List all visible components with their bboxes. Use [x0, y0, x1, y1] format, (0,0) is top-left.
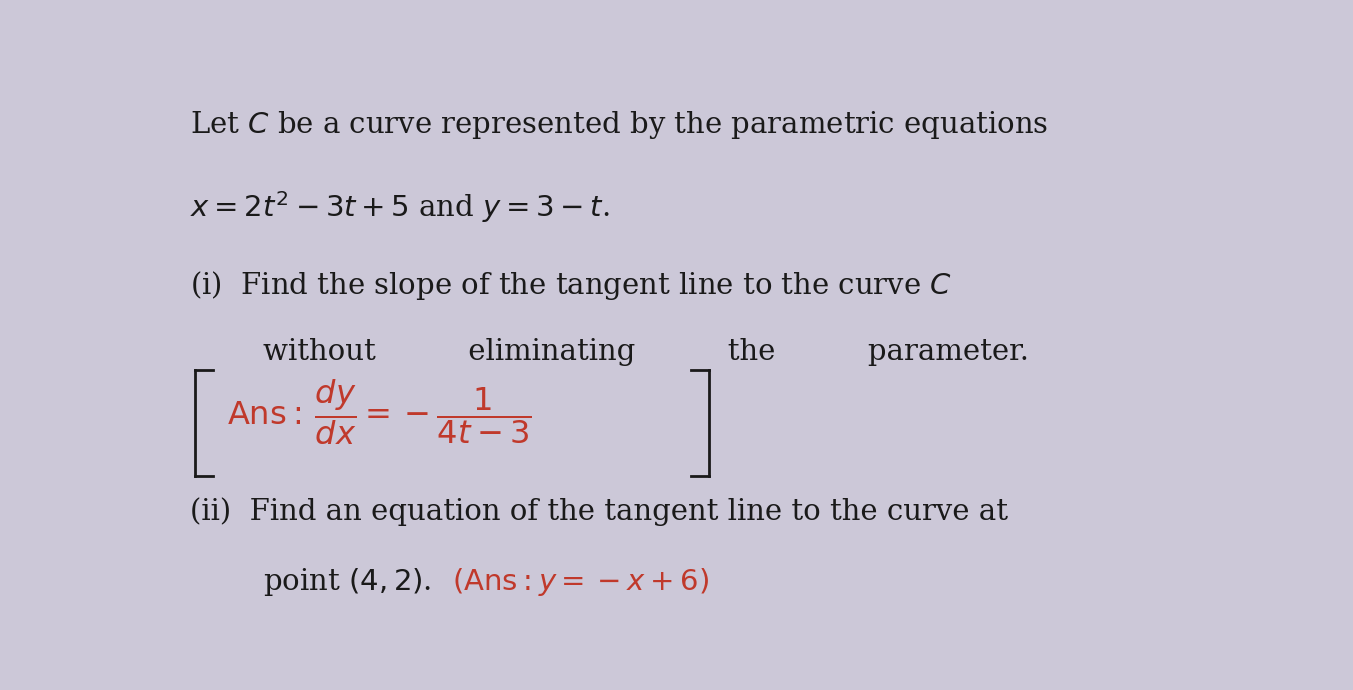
Text: (i)  Find the slope of the tangent line to the curve $C$: (i) Find the slope of the tangent line t… — [189, 268, 953, 302]
Text: (ii)  Find an equation of the tangent line to the curve at: (ii) Find an equation of the tangent lin… — [189, 497, 1008, 526]
Text: Let $C$ be a curve represented by the parametric equations: Let $C$ be a curve represented by the pa… — [189, 109, 1049, 141]
Text: point $\left(4,2\right)$.: point $\left(4,2\right)$. — [264, 566, 432, 598]
Text: $x = 2t^2 - 3t + 5$ and $y = 3 - t$.: $x = 2t^2 - 3t + 5$ and $y = 3 - t$. — [189, 189, 610, 225]
Text: $\left(\mathrm{Ans}:y=-x+6\right)$: $\left(\mathrm{Ans}:y=-x+6\right)$ — [452, 566, 709, 598]
Text: $\mathrm{Ans}:\,\dfrac{dy}{dx} = -\dfrac{1}{4t-3}$: $\mathrm{Ans}:\,\dfrac{dy}{dx} = -\dfrac… — [227, 377, 532, 446]
Text: without          eliminating          the          parameter.: without eliminating the parameter. — [264, 338, 1030, 366]
